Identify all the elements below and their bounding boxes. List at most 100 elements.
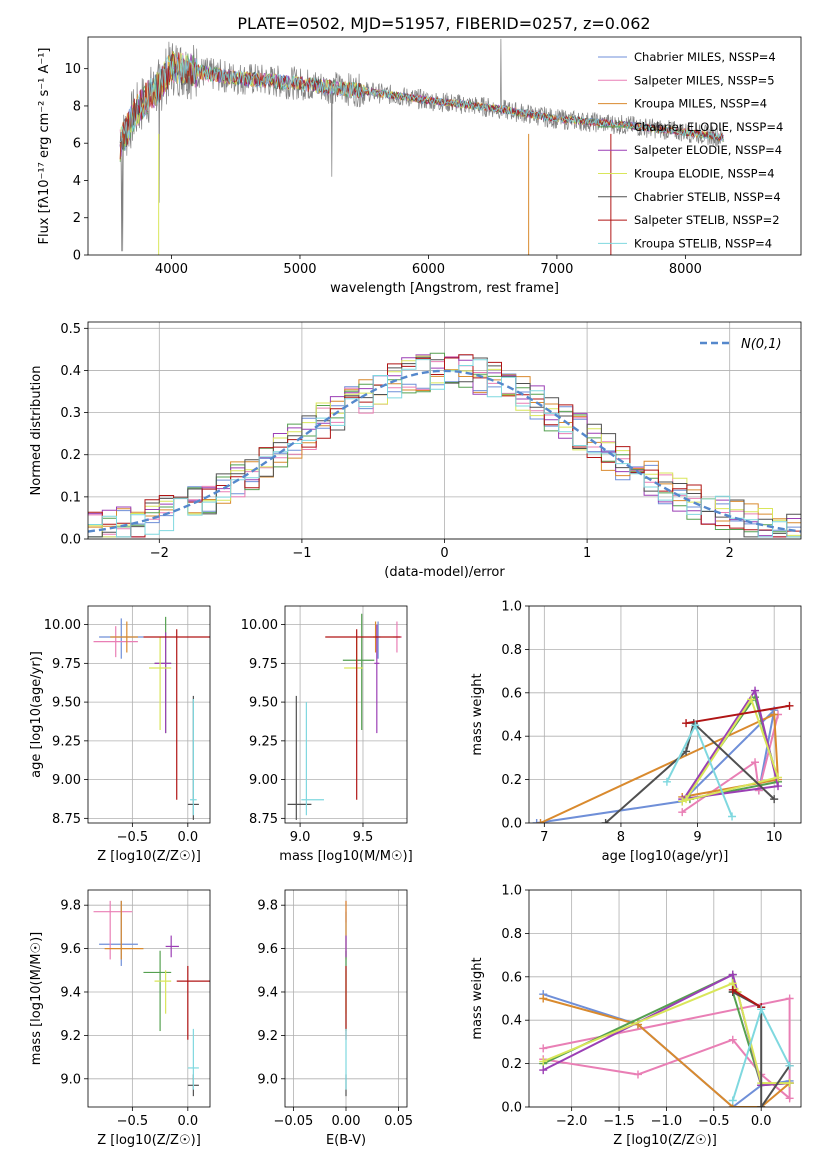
- residuals-xtick-label-2: 0: [440, 546, 448, 561]
- massweight-vs-Z-point-7-0: [728, 985, 737, 994]
- mass-vs-Z-errorbar-4: [165, 935, 179, 958]
- age-vs-mass-errorbar-7: [325, 629, 401, 800]
- massweight-vs-age-point-1-0: [678, 808, 687, 817]
- age-vs-Z-errorbar-2: [110, 621, 138, 653]
- spectrum-legend-entry-1: Salpeter MILES, NSSP=5: [634, 73, 775, 87]
- spectrum-ytick-label-1: 2: [73, 211, 81, 226]
- age-vs-mass-plot-area: [287, 613, 402, 820]
- spectrum-ylabel: Flux [fλ10⁻¹⁷ erg cm⁻² s⁻¹ A⁻¹]: [37, 48, 52, 245]
- massweight-vs-age-ytick-label-5: 1.0: [501, 600, 522, 615]
- mass-vs-EBV-ytick-label-0: 9.0: [257, 1072, 278, 1087]
- massweight-vs-age-xtick-label-2: 9: [693, 830, 701, 845]
- age-vs-Z-xtick-label-1: 0.0: [177, 830, 198, 845]
- mass-vs-Z-errorbar-2: [104, 900, 144, 960]
- residuals-ytick-label-0: 0.0: [60, 533, 81, 548]
- mass-vs-EBV-xlabel: E(B-V): [326, 1133, 366, 1148]
- massweight-vs-age-xtick-label-1: 8: [617, 830, 625, 845]
- massweight-vs-age-xtick-label-0: 7: [540, 830, 548, 845]
- massweight-vs-Z-ytick-label-5: 1.0: [501, 884, 522, 899]
- mass-vs-Z-errorbar-1: [93, 900, 133, 960]
- age-vs-mass-ytick-label-5: 10.00: [241, 618, 278, 633]
- age-vs-Z-ytick-label-0: 8.75: [52, 812, 81, 827]
- residuals-ytick-label-2: 0.2: [60, 448, 81, 463]
- massweight-vs-age-point-1-1: [751, 758, 760, 767]
- residuals-histogram-8: [88, 359, 801, 538]
- spectrum-legend-entry-4: Salpeter ELODIE, NSSP=4: [634, 143, 782, 157]
- massweight-vs-Z-point-4-1: [728, 970, 737, 979]
- age-vs-Z-xlabel: Z [log10(Z/Z☉)]: [97, 849, 201, 864]
- residuals-legend: N(0,1): [700, 337, 782, 352]
- massweight-vs-Z-plot-area: [539, 970, 794, 1107]
- massweight-vs-age-point-2-1: [770, 710, 779, 719]
- massweight-vs-Z-point-1-6: [539, 1044, 548, 1053]
- mass-vs-Z-errorbar-7: [176, 965, 210, 1040]
- age-vs-mass-errorbar-3: [342, 613, 375, 730]
- spectrum-axes: [119, 38, 725, 255]
- spectrum-ytick-label-2: 4: [73, 174, 81, 189]
- spectrum-legend-entry-5: Kroupa ELODIE, NSSP=4: [634, 167, 775, 181]
- massweight-vs-Z-point-8-2: [785, 1061, 794, 1070]
- mass-vs-EBV-ytick-label-1: 9.2: [257, 1029, 278, 1044]
- spectrum-xtick-label-3: 7000: [540, 262, 573, 277]
- age-vs-Z-errorbar-8: [190, 699, 197, 816]
- age-vs-Z-errorbar-4: [154, 632, 172, 734]
- mass-vs-EBV-ytick-label-2: 9.4: [257, 985, 278, 1000]
- massweight-vs-Z-axes: [529, 889, 801, 1108]
- massweight-vs-age-ytick-label-3: 0.6: [501, 686, 522, 701]
- mass-vs-Z-plot-area: [93, 900, 210, 1097]
- mass-vs-EBV-axes: [285, 890, 407, 1107]
- residuals-ylabel: Normed distribution: [29, 366, 44, 496]
- age-vs-Z-errorbar-5: [149, 637, 172, 730]
- massweight-vs-age-point-6-1: [682, 747, 691, 756]
- age-vs-mass-axes: [285, 606, 407, 823]
- mass-vs-Z-axes: [88, 890, 210, 1107]
- mass-vs-Z-xtick-label-1: 0.0: [177, 1114, 198, 1129]
- massweight-vs-age-point-5-1: [747, 695, 756, 704]
- massweight-vs-Z-point-8-0: [728, 1096, 737, 1105]
- age-vs-mass-xlabel: mass [log10(M/M☉)]: [279, 849, 412, 864]
- mass-vs-Z-ytick-label-2: 9.4: [60, 985, 81, 1000]
- age-vs-Z-ytick-label-5: 10.00: [44, 618, 81, 633]
- massweight-vs-Z-point-1-4: [785, 1094, 794, 1103]
- age-vs-Z-axes: [88, 606, 210, 823]
- spectrum-legend-entry-6: Chabrier STELIB, NSSP=4: [634, 190, 781, 204]
- mass-vs-Z-errorbar-8: [187, 1028, 199, 1090]
- residuals-ytick-label-1: 0.1: [60, 490, 81, 505]
- massweight-vs-Z-xtick-label-3: −0.5: [698, 1114, 730, 1129]
- age-vs-mass-ytick-label-4: 9.75: [249, 657, 278, 672]
- massweight-vs-age-ytick-label-0: 0.0: [501, 817, 522, 832]
- massweight-vs-Z-point-1-1: [633, 1070, 642, 1079]
- spectrum-xtick-label-2: 6000: [412, 262, 445, 277]
- mass-vs-EBV-ytick-label-3: 9.6: [257, 942, 278, 957]
- massweight-vs-age-point-5-2: [774, 773, 783, 782]
- spectrum-legend-entry-8: Kroupa STELIB, NSSP=4: [634, 236, 772, 250]
- spectrum-xtick-label-1: 5000: [283, 262, 316, 277]
- massweight-vs-Z-ytick-label-4: 0.8: [501, 927, 522, 942]
- spectrum-legend-entry-2: Kroupa MILES, NSSP=4: [634, 97, 767, 111]
- residuals-ytick-label-3: 0.3: [60, 406, 81, 421]
- mass-vs-Z-errorbar-5: [154, 970, 172, 1014]
- spectrum-legend-entry-7: Salpeter STELIB, NSSP=2: [634, 213, 780, 227]
- massweight-vs-age-point-6-0: [601, 819, 610, 823]
- massweight-vs-Z-xtick-label-1: −1.5: [603, 1114, 635, 1129]
- spectrum-ytick-label-4: 8: [73, 99, 81, 114]
- massweight-vs-age-point-6-3: [770, 795, 779, 804]
- age-vs-mass-ytick-label-0: 8.75: [249, 812, 278, 827]
- figure-title: PLATE=0502, MJD=51957, FIBERID=0257, z=0…: [237, 14, 650, 33]
- mass-vs-Z-ylabel: mass [log10(M/M☉)]: [29, 932, 44, 1065]
- mass-vs-Z-ytick-label-1: 9.2: [60, 1029, 81, 1044]
- spectrum-plot-area: [119, 38, 725, 255]
- massweight-vs-age-xlabel: age [log10(age/yr)]: [602, 849, 729, 864]
- residuals-axes: [88, 322, 801, 540]
- mass-vs-EBV-xtick-label-2: 0.05: [384, 1114, 413, 1129]
- residuals-xtick-label-4: 2: [726, 546, 734, 561]
- spectrum-xtick-label-4: 8000: [669, 262, 702, 277]
- massweight-vs-Z-ytick-label-3: 0.6: [501, 970, 522, 985]
- massweight-vs-age-frame: [528, 605, 802, 824]
- massweight-vs-age-ytick-label-1: 0.2: [501, 773, 522, 788]
- massweight-vs-Z-xlabel: Z [log10(Z/Z☉)]: [613, 1133, 717, 1148]
- massweight-vs-Z-point-2-0: [539, 994, 548, 1003]
- spectrum-model-line-8: [119, 54, 724, 143]
- age-vs-Z-ytick-label-3: 9.50: [52, 696, 81, 711]
